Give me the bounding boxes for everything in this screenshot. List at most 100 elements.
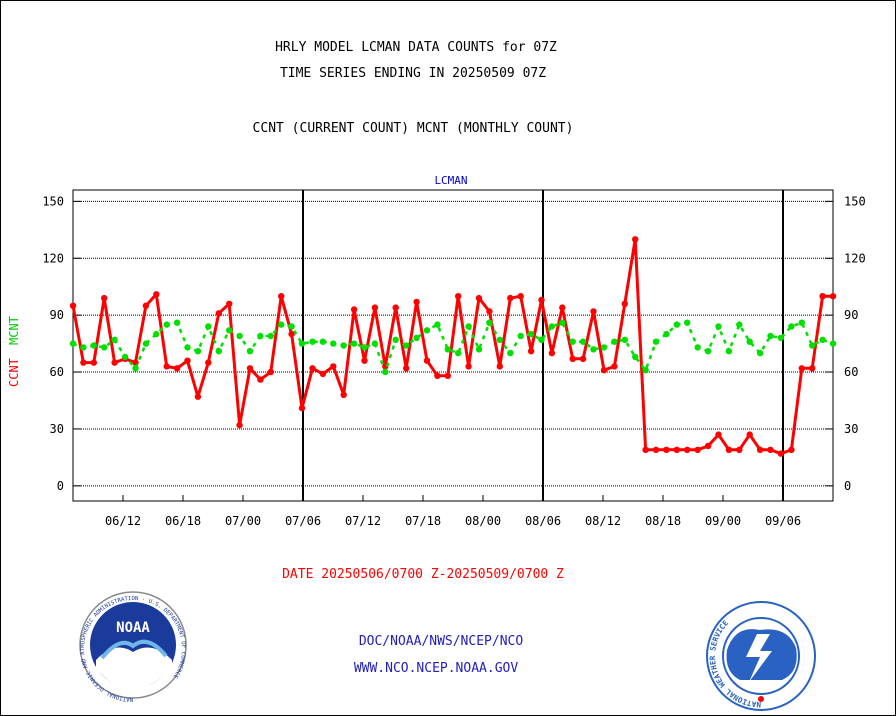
x-tick-label: 08/18 — [645, 514, 681, 528]
data-point-mcnt — [746, 338, 753, 345]
data-point-mcnt — [559, 319, 566, 326]
x-tick-label: 07/18 — [405, 514, 441, 528]
data-point-ccnt — [777, 450, 785, 457]
grid-lines — [73, 200, 833, 487]
data-point-ccnt — [756, 446, 764, 453]
noaa-wordmark: NOAA — [116, 620, 150, 636]
chart-subtitle: CCNT (CURRENT COUNT) MCNT (MONTHLY COUNT… — [253, 121, 574, 136]
data-point-mcnt — [527, 330, 535, 338]
data-point-mcnt — [298, 340, 306, 347]
org-line: DOC/NOAA/NWS/NCEP/NCO — [359, 634, 524, 649]
data-point-ccnt — [621, 300, 628, 307]
data-point-ccnt — [507, 294, 514, 302]
y-tick-label-left: 0 — [57, 479, 64, 493]
data-point-ccnt — [142, 302, 150, 309]
data-point-ccnt — [496, 363, 503, 370]
data-point-ccnt — [590, 308, 597, 315]
data-point-ccnt — [80, 359, 87, 366]
data-point-ccnt — [434, 372, 441, 379]
data-point-mcnt — [600, 344, 608, 351]
data-point-mcnt — [257, 332, 264, 340]
data-point-mcnt — [694, 344, 701, 351]
data-point-mcnt — [226, 327, 233, 334]
data-point-mcnt — [798, 319, 805, 326]
data-point-mcnt — [121, 353, 129, 361]
data-point-ccnt — [548, 349, 556, 357]
data-point-mcnt — [455, 349, 462, 357]
data-point-mcnt — [777, 334, 785, 342]
data-point-mcnt — [403, 342, 410, 349]
y-axis-label-mcnt: MCNT — [7, 316, 21, 345]
data-point-mcnt — [569, 338, 576, 345]
data-point-ccnt — [403, 365, 410, 372]
data-point-mcnt — [829, 340, 837, 347]
data-point-ccnt — [798, 365, 805, 372]
data-point-mcnt — [371, 340, 379, 347]
x-tick-label: 07/12 — [345, 514, 381, 528]
data-point-mcnt — [517, 332, 524, 340]
x-tick-label: 06/12 — [105, 514, 141, 528]
data-point-ccnt — [694, 446, 701, 453]
data-point-mcnt — [184, 344, 191, 351]
data-point-ccnt — [319, 370, 327, 378]
data-point-mcnt — [80, 344, 87, 351]
data-point-ccnt — [194, 393, 202, 400]
noaa-logo: NOAA NATIONAL OCEANIC AND ATMOSPHERIC AD… — [79, 591, 187, 702]
data-point-mcnt — [725, 348, 733, 355]
data-point-ccnt — [350, 306, 358, 313]
data-point-mcnt — [486, 319, 493, 326]
data-point-mcnt — [132, 365, 139, 372]
data-point-ccnt — [746, 431, 753, 438]
x-tick-label: 07/00 — [225, 514, 261, 528]
data-point-ccnt — [173, 365, 181, 372]
data-point-ccnt — [684, 446, 691, 453]
x-axis-ticks: 06/12 06/18 07/00 07/06 07/12 07/18 08/00 08/06… — [105, 495, 801, 528]
x-tick-label: 09/00 — [705, 514, 741, 528]
data-point-mcnt — [579, 338, 587, 345]
data-point-ccnt — [538, 296, 545, 304]
data-point-ccnt — [465, 363, 472, 370]
data-point-mcnt — [163, 321, 170, 328]
data-point-mcnt — [90, 342, 98, 349]
data-point-mcnt — [246, 348, 254, 355]
data-point-mcnt — [736, 321, 743, 328]
data-point-mcnt — [548, 323, 556, 330]
data-point-mcnt — [69, 340, 77, 347]
data-point-mcnt — [496, 336, 503, 343]
data-point-mcnt — [423, 327, 431, 334]
data-point-ccnt — [236, 421, 243, 429]
data-point-ccnt — [788, 446, 795, 453]
data-point-mcnt — [611, 338, 618, 345]
data-point-mcnt — [142, 340, 150, 347]
data-point-ccnt — [246, 365, 254, 372]
url-line: WWW.NCO.NCEP.NOAA.GOV — [354, 661, 519, 676]
data-point-ccnt — [340, 391, 347, 398]
y-axis-label-ccnt: CCNT — [7, 358, 21, 387]
data-point-mcnt — [309, 338, 316, 345]
data-point-ccnt — [455, 293, 462, 300]
data-point-ccnt — [569, 355, 576, 362]
data-point-mcnt — [819, 336, 826, 343]
data-point-ccnt — [673, 446, 680, 453]
data-point-mcnt — [173, 319, 181, 326]
data-point-mcnt — [350, 340, 358, 347]
data-point-ccnt — [809, 365, 816, 372]
data-point-mcnt — [538, 336, 545, 343]
data-point-ccnt — [69, 302, 77, 309]
data-point-mcnt — [475, 346, 483, 353]
y-tick-label-right: 0 — [844, 479, 851, 493]
data-point-ccnt — [298, 404, 306, 412]
data-point-ccnt — [486, 308, 493, 315]
data-point-ccnt — [704, 442, 712, 450]
data-point-ccnt — [517, 293, 524, 300]
data-point-ccnt — [736, 446, 743, 453]
y-tick-label-left: 90 — [50, 308, 64, 322]
data-point-mcnt — [392, 336, 399, 343]
data-point-mcnt — [704, 348, 712, 355]
data-point-mcnt — [319, 338, 327, 345]
title-line-2: TIME SERIES ENDING IN 20250509 07Z — [280, 66, 546, 81]
data-point-ccnt — [101, 294, 108, 302]
y-tick-label-right: 60 — [844, 365, 858, 379]
data-point-mcnt — [267, 332, 274, 340]
